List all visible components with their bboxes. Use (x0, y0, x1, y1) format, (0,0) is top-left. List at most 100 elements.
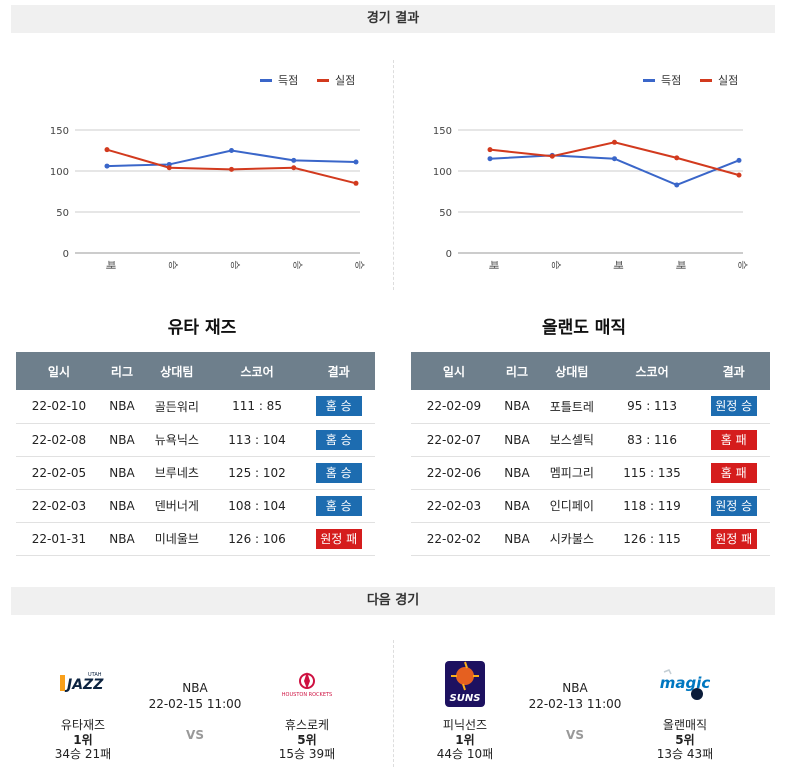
row-opponent: 시카불스 (537, 522, 607, 556)
legend-allowed-label: 실점 (335, 74, 355, 87)
jazz-logo-icon: JAZZ UTAH (38, 662, 128, 706)
scored-point (736, 157, 742, 163)
row-date: 22-02-05 (16, 456, 102, 490)
result-badge: 원정 승 (710, 396, 757, 417)
allowed-point (166, 165, 172, 171)
next-game-2-home[interactable]: SUNS 피닉선즈 1위 44승 10패 (420, 661, 510, 761)
x-tick-label: 승 (353, 260, 365, 269)
row-date: 22-02-03 (411, 489, 497, 523)
row-date: 22-02-07 (411, 423, 497, 457)
team-record: 13승 43패 (656, 747, 714, 761)
row-score: 111 : 85 (211, 390, 303, 424)
row-opponent: 뉴욕닉스 (142, 423, 212, 457)
row-league: NBA (496, 423, 538, 457)
table-row: 22-01-31 NBA 미네울브 126 : 106 원정 패 (16, 522, 375, 556)
result-badge: 원정 패 (315, 528, 362, 549)
row-date: 22-02-06 (411, 456, 497, 490)
x-tick-label: 승 (166, 260, 178, 269)
team-rank: 5위 (297, 733, 317, 747)
row-score: 125 : 102 (211, 456, 303, 490)
row-date: 22-02-09 (411, 390, 497, 424)
team-record: 34승 21패 (54, 747, 112, 761)
row-score: 115 : 135 (606, 456, 698, 490)
row-league: NBA (496, 456, 538, 490)
team-name: 올랜매직 (662, 718, 708, 732)
svg-text:magic: magic (660, 674, 711, 692)
next-game-2[interactable]: SUNS 피닉선즈 1위 44승 10패 NBA 22-02-13 11:00 … (400, 640, 740, 761)
next-game-1-away[interactable]: HOUSTON ROCKETS 휴스로케 5위 15승 39패 (262, 662, 352, 761)
row-score: 83 : 116 (606, 423, 698, 457)
team-name: 유타재즈 (60, 718, 106, 732)
magic-logo-icon: magic (640, 662, 730, 706)
row-score: 126 : 106 (211, 522, 303, 556)
legend-scored-swatch (643, 79, 655, 82)
legend-allowed-swatch (700, 79, 712, 82)
vs-label: VS (566, 728, 584, 742)
row-date: 22-01-31 (16, 522, 102, 556)
table-row: 22-02-05 NBA 브루네츠 125 : 102 홈 승 (16, 456, 375, 490)
header-date: 일시 (411, 352, 497, 390)
allowed-point (104, 147, 110, 153)
legend-scored-label: 득점 (661, 74, 681, 87)
table-row: 22-02-10 NBA 골든워리 111 : 85 홈 승 (16, 390, 375, 424)
next-games-divider (393, 640, 394, 767)
scored-point (291, 157, 297, 163)
row-opponent: 브루네츠 (142, 456, 212, 490)
suns-logo-icon: SUNS (420, 661, 510, 707)
row-result: 홈 승 (302, 456, 375, 490)
game-league: NBA (562, 681, 588, 695)
y-tick-label: 50 (56, 208, 69, 219)
row-opponent: 멤피그리 (537, 456, 607, 490)
row-league: NBA (101, 489, 143, 523)
header-league: 리그 (496, 352, 538, 390)
x-tick-label: 패 (674, 260, 686, 269)
header-result: 결과 (697, 352, 770, 390)
header-result: 결과 (302, 352, 375, 390)
row-league: NBA (101, 423, 143, 457)
game-datetime: 22-02-15 11:00 (148, 697, 242, 711)
row-result: 홈 승 (302, 423, 375, 457)
row-result: 홈 승 (302, 390, 375, 424)
next-game-2-away[interactable]: magic 올랜매직 5위 13승 43패 (640, 662, 730, 761)
next-game-1[interactable]: JAZZ UTAH 유타재즈 1위 34승 21패 NBA 22-02-15 1… (20, 640, 360, 761)
row-league: NBA (101, 390, 143, 424)
team1-chart: 0 50 100 150 패 승 승 승 승 득점 실점 (20, 60, 390, 290)
table-row: 22-02-03 NBA 인디페이 118 : 119 원정 승 (411, 489, 770, 523)
team-rank: 5위 (675, 733, 695, 747)
game-league: NBA (182, 681, 208, 695)
result-badge: 홈 패 (710, 462, 757, 483)
scored-point (104, 163, 110, 169)
row-score: 126 : 115 (606, 522, 698, 556)
svg-text:SUNS: SUNS (450, 693, 481, 704)
row-league: NBA (101, 522, 143, 556)
table-row: 22-02-07 NBA 보스셀틱 83 : 116 홈 패 (411, 423, 770, 457)
result-badge: 홈 승 (315, 429, 362, 450)
chart-divider (393, 60, 394, 290)
row-result: 원정 패 (302, 522, 375, 556)
row-date: 22-02-03 (16, 489, 102, 523)
row-league: NBA (496, 522, 538, 556)
y-tick-label: 0 (63, 249, 69, 260)
row-result: 원정 패 (697, 522, 770, 556)
row-result: 홈 패 (697, 423, 770, 457)
team1-line-chart: 0 50 100 150 패 승 승 승 승 득점 실점 (50, 74, 365, 270)
table-row: 22-02-08 NBA 뉴욕닉스 113 : 104 홈 승 (16, 423, 375, 457)
x-tick-label: 패 (612, 260, 624, 269)
table-header-row: 일시 리그 상대팀 스코어 결과 (16, 352, 375, 390)
row-score: 113 : 104 (211, 423, 303, 457)
result-badge: 홈 패 (710, 429, 757, 450)
next-game-1-home[interactable]: JAZZ UTAH 유타재즈 1위 34승 21패 (38, 662, 128, 761)
team1-results-table: 일시 리그 상대팀 스코어 결과 22-02-10 NBA 골든워리 111 : 85… (16, 352, 375, 556)
header-opponent: 상대팀 (537, 352, 607, 390)
row-score: 118 : 119 (606, 489, 698, 523)
legend-allowed-swatch (317, 79, 329, 82)
allowed-point (736, 172, 742, 178)
table-row: 22-02-03 NBA 덴버너게 108 : 104 홈 승 (16, 489, 375, 523)
row-result: 원정 승 (697, 390, 770, 424)
row-date: 22-02-10 (16, 390, 102, 424)
results-section-title: 경기 결과 (11, 5, 775, 33)
header-date: 일시 (16, 352, 102, 390)
y-tick-label: 100 (433, 167, 452, 178)
row-opponent: 포틀트레 (537, 390, 607, 424)
team2-line-chart: 0 50 100 150 패 승 패 패 승 득점 실점 (433, 74, 748, 270)
